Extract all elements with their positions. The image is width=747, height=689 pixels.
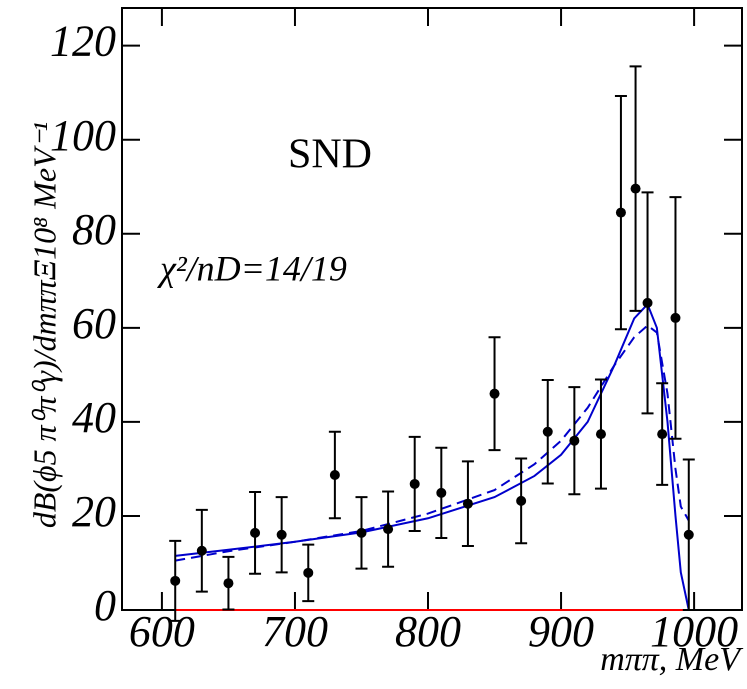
curve xyxy=(175,302,690,611)
data-point xyxy=(329,470,340,481)
data-point xyxy=(383,524,394,535)
x-tick-label: 1000 xyxy=(650,607,738,656)
x-tick-label: 700 xyxy=(262,607,328,656)
y-tick-label: 0 xyxy=(94,581,116,630)
x-tick-label: 800 xyxy=(395,607,461,656)
data-point xyxy=(276,529,287,540)
x-tick-label: 600 xyxy=(129,607,195,656)
data-point xyxy=(569,435,580,446)
data-point xyxy=(542,426,553,437)
y-tick-label: 100 xyxy=(50,111,116,160)
data-point xyxy=(223,578,234,589)
curve xyxy=(175,324,690,562)
data-point xyxy=(642,297,653,308)
data-point xyxy=(657,429,668,440)
data-point xyxy=(462,498,473,509)
annotation: SND xyxy=(288,132,372,178)
annotation: χ²/nD=14/19 xyxy=(157,248,347,288)
data-point xyxy=(489,388,500,399)
data-point xyxy=(595,429,606,440)
data-point xyxy=(516,495,527,506)
y-tick-label: 120 xyxy=(50,17,116,66)
y-tick-label: 40 xyxy=(72,393,116,442)
data-point xyxy=(409,478,420,489)
data-point xyxy=(630,183,641,194)
y-tick-label: 20 xyxy=(72,487,116,536)
data-point xyxy=(615,207,626,218)
data-point xyxy=(683,529,694,540)
data-point xyxy=(356,527,367,538)
x-axis-label: mππ, MeV xyxy=(600,641,744,678)
data-point xyxy=(670,312,681,323)
data-point xyxy=(303,567,314,578)
y-tick-label: 60 xyxy=(72,299,116,348)
data-point xyxy=(196,545,207,556)
data-point xyxy=(170,575,181,586)
y-tick-label: 80 xyxy=(72,205,116,254)
x-tick-label: 900 xyxy=(528,607,594,656)
data-point xyxy=(250,527,261,538)
data-point xyxy=(436,487,447,498)
y-axis-label: dB(ϕ5 π⁰π⁰γ)/dmππΞ10⁸ MeV⁻¹ xyxy=(26,122,62,528)
